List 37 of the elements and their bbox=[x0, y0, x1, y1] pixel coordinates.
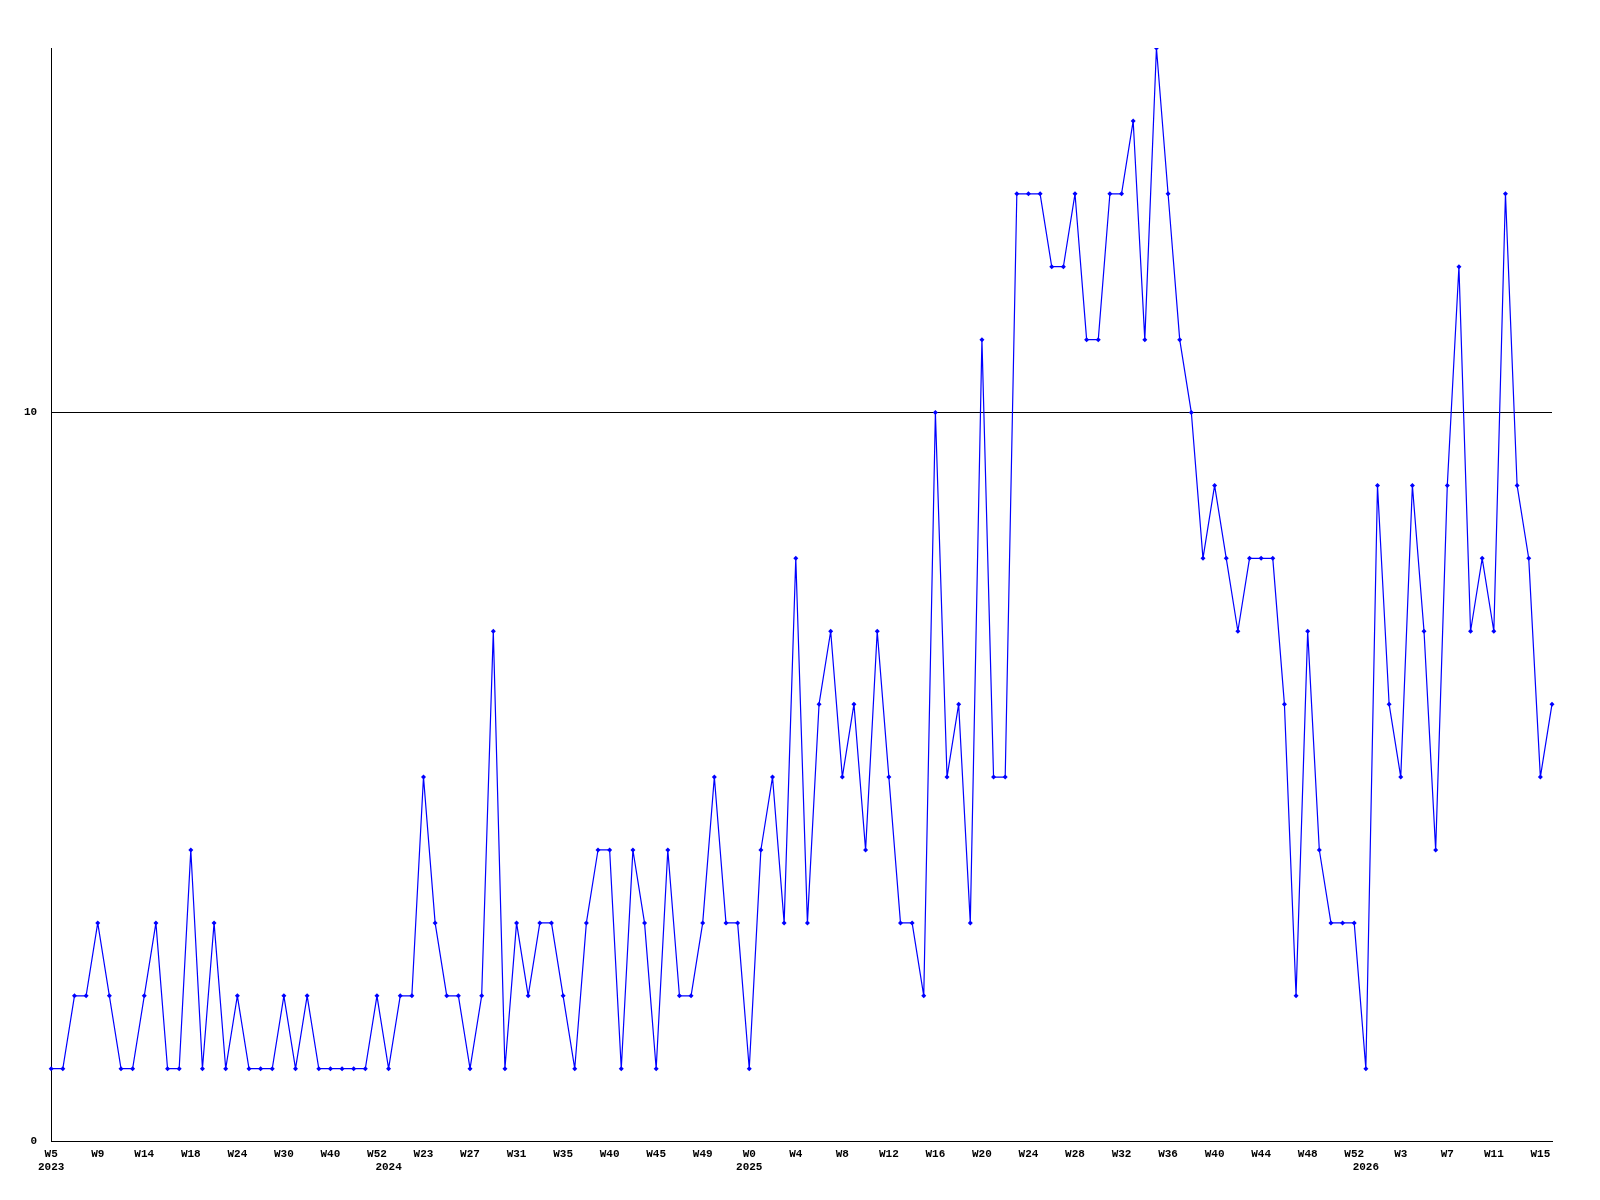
x-tick-label: W5 2023 bbox=[38, 1147, 65, 1174]
x-tick-label: W27 bbox=[460, 1147, 480, 1160]
x-tick-label: W9 bbox=[91, 1147, 105, 1160]
x-tick-label: 2024 bbox=[375, 1161, 403, 1174]
x-tick-label: W30 bbox=[273, 1147, 294, 1160]
x-tick-label: W45 bbox=[646, 1147, 667, 1160]
x-tick-label: W28 bbox=[1065, 1147, 1086, 1160]
x-tick-label: W11 bbox=[1483, 1147, 1505, 1160]
x-tick-label: W18 bbox=[180, 1147, 202, 1160]
x-tick-label: W35 bbox=[553, 1147, 574, 1160]
x-tick-label: W52 bbox=[1344, 1147, 1365, 1160]
x-tick-label: W7 bbox=[1440, 1147, 1454, 1160]
y-tick-label: 0 bbox=[30, 1135, 38, 1148]
x-tick-label: W44 bbox=[1251, 1147, 1272, 1160]
x-tick-label: W8 bbox=[835, 1147, 850, 1160]
x-tick-label: W15 bbox=[1530, 1147, 1551, 1160]
x-tick-label: W0 2025 bbox=[736, 1147, 763, 1174]
x-tick-label: W40 bbox=[599, 1147, 620, 1160]
x-tick-label: W32 bbox=[1111, 1147, 1132, 1160]
x-tick-label: W24 bbox=[227, 1147, 248, 1160]
x-tick-label: W31 bbox=[506, 1147, 527, 1160]
x-tick-label: W23 bbox=[413, 1147, 434, 1160]
x-tick-label: W20 bbox=[972, 1147, 992, 1160]
x-tick-label: W48 bbox=[1297, 1147, 1318, 1160]
x-tick-label: W40 bbox=[320, 1147, 341, 1160]
x-tick-label: W40 bbox=[1204, 1147, 1225, 1160]
x-tick-label: W16 bbox=[925, 1147, 946, 1160]
x-tick-label: W24 bbox=[1018, 1147, 1039, 1160]
y-tick-label: 10 bbox=[24, 406, 38, 419]
x-tick-label: W3 bbox=[1394, 1147, 1408, 1160]
x-tick-label: W12 bbox=[878, 1147, 899, 1160]
x-tick-label: 2026 bbox=[1352, 1161, 1380, 1174]
x-tick-label: W4 bbox=[789, 1147, 803, 1160]
x-tick-label: W14 bbox=[134, 1147, 155, 1160]
x-tick-label: W36 bbox=[1158, 1147, 1178, 1160]
x-tick-label: W49 bbox=[692, 1147, 713, 1160]
x-tick-label: W52 bbox=[367, 1147, 387, 1160]
